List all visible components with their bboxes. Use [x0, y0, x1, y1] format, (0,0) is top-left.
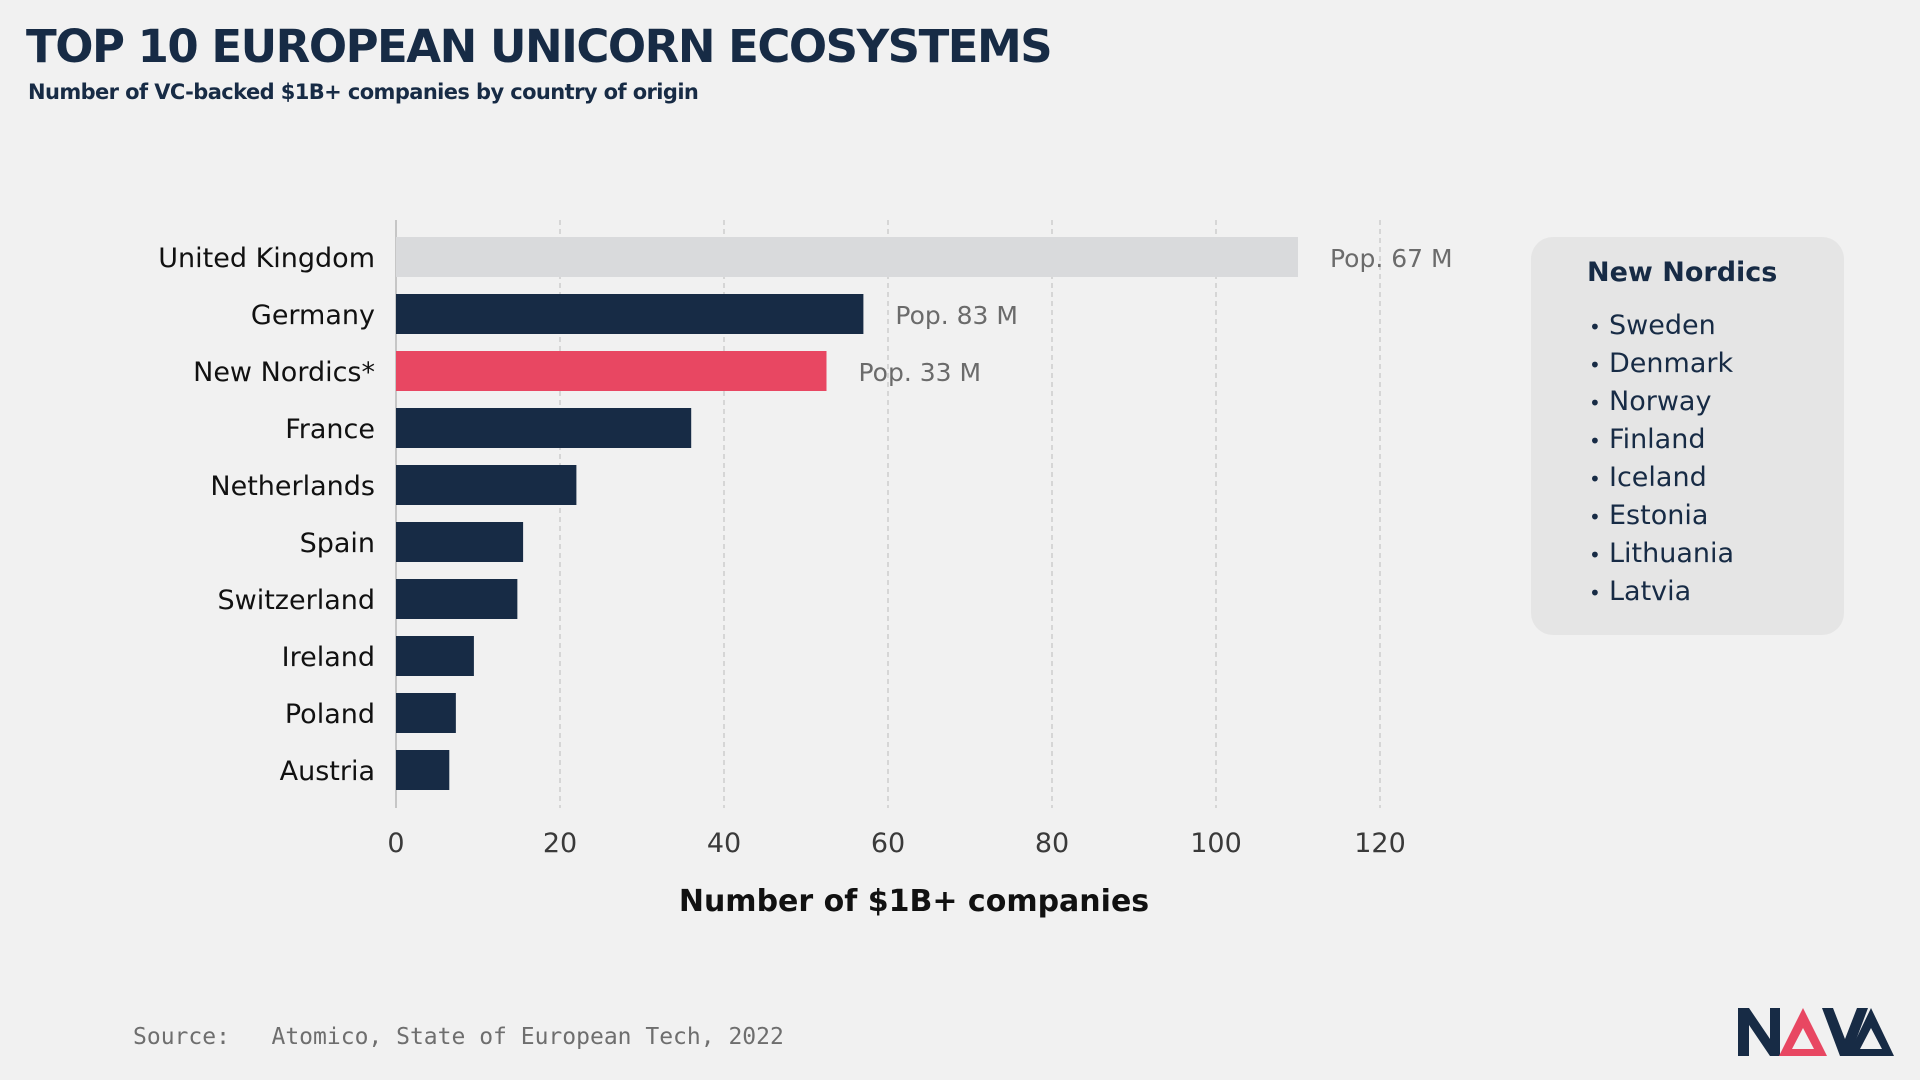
annotations: Pop. 67 M Pop. 83 M Pop. 33 M	[859, 244, 1453, 387]
new-nordics-title: New Nordics	[1587, 257, 1778, 288]
x-tick-label: 100	[1190, 828, 1242, 859]
bar	[396, 579, 518, 619]
list-item: • Iceland	[1589, 459, 1734, 497]
country-label: Estonia	[1609, 500, 1709, 531]
list-item: • Sweden	[1589, 307, 1734, 345]
bar	[396, 351, 827, 391]
country-label: Iceland	[1609, 462, 1707, 493]
category-label: France	[285, 414, 375, 445]
category-label: New Nordics*	[193, 357, 375, 388]
source-note: Source: Atomico, State of European Tech,…	[133, 1024, 784, 1050]
nava-logo	[1738, 1008, 1894, 1056]
new-nordics-list: • Sweden • Denmark • Norway • Finland • Icela…	[1589, 307, 1734, 611]
category-label: United Kingdom	[158, 243, 375, 274]
country-label: Norway	[1609, 386, 1712, 417]
category-label: Netherlands	[210, 471, 375, 502]
chart-title: TOP 10 EUROPEAN UNICORN ECOSYSTEMS	[26, 20, 1053, 73]
list-item: • Norway	[1589, 383, 1734, 421]
source-text: Atomico, State of European Tech, 2022	[271, 1024, 784, 1050]
bullet: •	[1589, 543, 1601, 567]
category-label: Germany	[251, 300, 375, 331]
category-label: Switzerland	[218, 585, 376, 616]
x-tick-label: 40	[707, 828, 741, 859]
logo-letter-a1	[1779, 1008, 1827, 1056]
x-axis-label: Number of $1B+ companies	[679, 884, 1149, 919]
category-label: Ireland	[282, 642, 375, 673]
bar-annotation: Pop. 33 M	[859, 358, 982, 387]
chart-subtitle: Number of VC-backed $1B+ companies by co…	[28, 80, 699, 104]
bullet: •	[1589, 429, 1601, 453]
category-label: Spain	[300, 528, 375, 559]
country-label: Lithuania	[1609, 538, 1735, 569]
x-tick-label: 20	[543, 828, 577, 859]
bars	[396, 237, 1298, 790]
bullet: •	[1589, 467, 1601, 491]
list-item: • Latvia	[1589, 573, 1734, 611]
logo-letter-v	[1822, 1008, 1868, 1056]
x-tick-label: 80	[1035, 828, 1069, 859]
logo-letter-n	[1738, 1008, 1780, 1056]
x-tick-label: 60	[871, 828, 905, 859]
logo-letter-a2	[1848, 1008, 1894, 1056]
x-tick-label: 120	[1354, 828, 1406, 859]
bar	[396, 522, 524, 562]
source-label: Source:	[133, 1024, 230, 1050]
bullet: •	[1589, 505, 1601, 529]
bullet: •	[1589, 391, 1601, 415]
x-tick-label: 0	[387, 828, 404, 859]
list-item: • Lithuania	[1589, 535, 1734, 573]
bar	[396, 294, 864, 334]
bullet: •	[1589, 315, 1601, 339]
x-tick-labels: 0 20 40 60 80 100 120	[387, 828, 1405, 859]
category-labels: United Kingdom Germany New Nordics* France N…	[158, 243, 375, 787]
country-label: Sweden	[1609, 310, 1716, 341]
new-nordics-panel: New Nordics • Sweden • Denmark • Norway • Fi…	[1531, 237, 1844, 635]
country-label: Latvia	[1609, 576, 1692, 607]
bar	[396, 636, 474, 676]
bar-annotation: Pop. 83 M	[895, 301, 1018, 330]
country-label: Denmark	[1609, 348, 1734, 379]
bar-annotation: Pop. 67 M	[1330, 244, 1453, 273]
bar	[396, 237, 1298, 277]
country-label: Finland	[1609, 424, 1706, 455]
list-item: • Finland	[1589, 421, 1734, 459]
bar-chart: United Kingdom Germany New Nordics* France N…	[158, 220, 1453, 919]
bullet: •	[1589, 353, 1601, 377]
list-item: • Denmark	[1589, 345, 1734, 383]
bar	[396, 408, 692, 448]
bar	[396, 465, 577, 505]
bar	[396, 750, 450, 790]
bar	[396, 693, 456, 733]
bullet: •	[1589, 581, 1601, 605]
list-item: • Estonia	[1589, 497, 1734, 535]
category-label: Poland	[285, 699, 375, 730]
category-label: Austria	[280, 756, 375, 787]
